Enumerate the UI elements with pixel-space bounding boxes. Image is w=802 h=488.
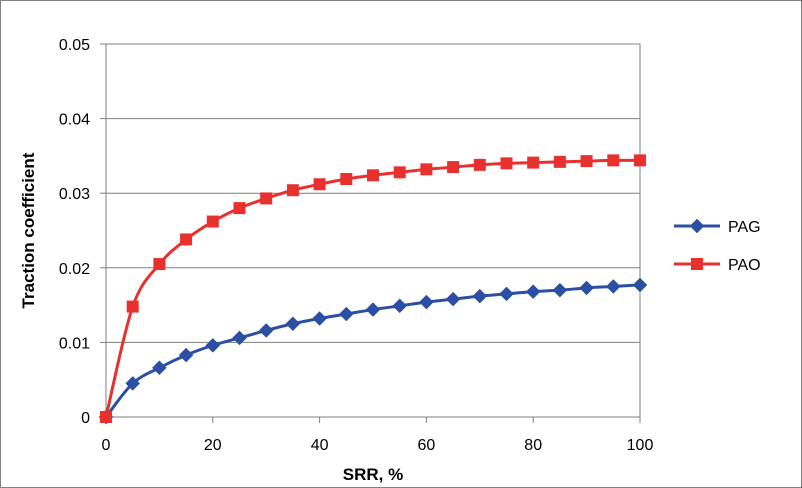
data-point-pao: [233, 202, 246, 215]
y-tick-label: 0.04: [59, 112, 90, 129]
data-point-pao: [473, 158, 486, 171]
legend-label-pao: PAO: [728, 257, 761, 274]
data-point-pao: [126, 300, 139, 313]
y-tick-label: 0.01: [59, 335, 90, 352]
data-point-pao: [153, 258, 166, 271]
data-point-pao: [527, 156, 540, 169]
legend-label-pag: PAG: [728, 219, 761, 236]
y-tick-label: 0.05: [59, 37, 90, 54]
data-point-pag: [258, 323, 274, 338]
data-point-pao: [100, 411, 112, 423]
data-point-pao: [553, 155, 566, 168]
x-tick-label: 60: [418, 437, 436, 454]
data-point-pag: [605, 279, 621, 294]
data-point-pag: [632, 277, 648, 293]
x-tick-label: 80: [524, 437, 542, 454]
data-point-pao: [634, 154, 646, 167]
data-point-pao: [447, 161, 460, 174]
x-tick-label: 100: [627, 437, 654, 454]
legend-entry-pao: PAO: [674, 257, 761, 274]
legend-marker-pao: [691, 258, 703, 270]
data-point-pao: [206, 215, 219, 228]
y-tick-label: 0: [81, 410, 90, 427]
series-group: [98, 154, 648, 425]
series-pag: [98, 277, 648, 425]
y-tick-label: 0.02: [59, 261, 90, 278]
data-point-pao: [393, 166, 406, 179]
data-point-pag: [472, 288, 488, 304]
y-axis-title: Traction coefficient: [19, 152, 38, 308]
legend: PAG PAO: [674, 218, 761, 274]
data-point-pao: [313, 178, 326, 191]
data-point-pag: [499, 286, 514, 302]
gridlines: [106, 118, 640, 343]
x-tick-label: 20: [204, 437, 222, 454]
data-point-pao: [260, 192, 273, 205]
data-point-pag: [178, 347, 194, 363]
x-tick-label: 40: [311, 437, 329, 454]
data-point-pao: [286, 184, 299, 197]
legend-marker-pag: [689, 218, 705, 234]
series-pao: [100, 154, 646, 423]
data-point-pag: [232, 330, 247, 346]
data-point-pao: [367, 169, 379, 182]
y-tick-label: 0.03: [59, 186, 90, 203]
data-point-pag: [552, 282, 568, 298]
data-point-pao: [500, 157, 513, 170]
data-point-pag: [445, 291, 461, 307]
y-axis-ticks: 0 0.01 0.02 0.03 0.04 0.05: [59, 37, 106, 427]
data-point-pao: [580, 155, 593, 168]
x-axis-ticks: 0 20 40 60 80 100: [102, 417, 654, 454]
data-point-pag: [392, 298, 408, 314]
data-point-pag: [419, 294, 434, 310]
data-point-pag: [205, 338, 221, 353]
data-point-pao: [340, 173, 353, 186]
data-point-pag: [125, 376, 141, 391]
x-axis-title: SRR, %: [343, 465, 403, 484]
data-point-pag: [525, 284, 541, 300]
data-point-pag: [579, 280, 594, 296]
legend-entry-pag: PAG: [674, 218, 761, 236]
data-point-pag: [152, 360, 167, 376]
data-point-pag: [312, 311, 327, 326]
data-point-pag: [338, 306, 354, 322]
data-point-pag: [285, 316, 301, 332]
x-tick-label: 0: [102, 437, 111, 454]
data-point-pao: [607, 154, 620, 167]
data-point-pao: [420, 163, 433, 176]
data-point-pag: [365, 302, 381, 317]
plot-area: [105, 43, 641, 418]
data-point-pao: [180, 233, 193, 246]
